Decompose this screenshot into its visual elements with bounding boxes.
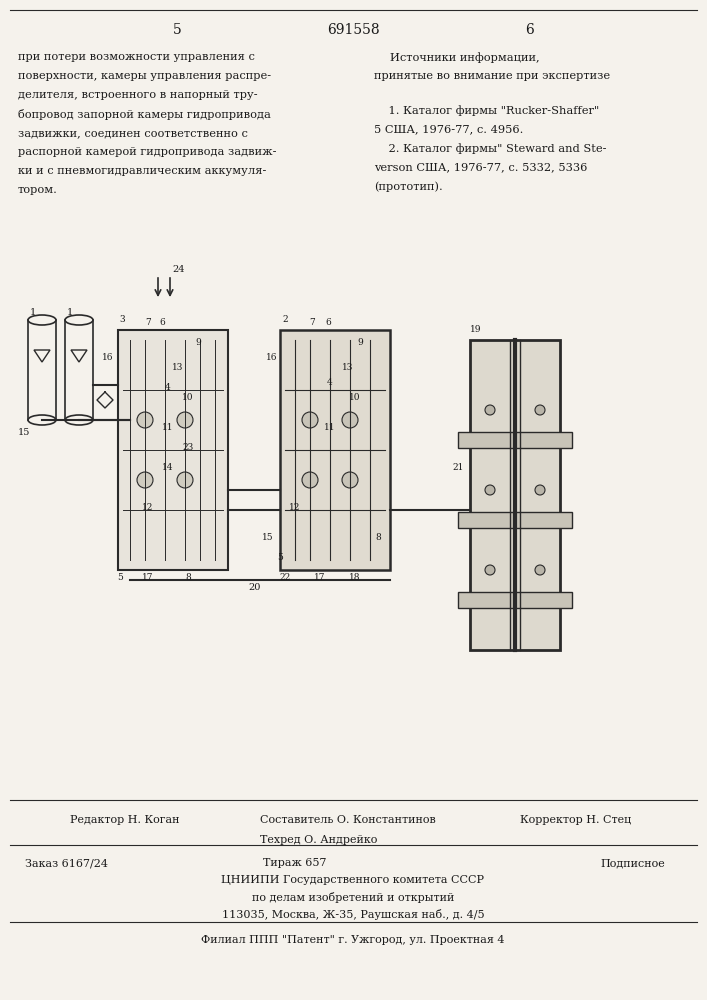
Text: 5: 5 (117, 573, 123, 582)
Text: 12: 12 (289, 503, 300, 512)
Text: поверхности, камеры управления распре-: поверхности, камеры управления распре- (18, 71, 271, 81)
Text: 1. Каталог фирмы "Rucker-Shaffer": 1. Каталог фирмы "Rucker-Shaffer" (374, 105, 600, 116)
Text: 9: 9 (357, 338, 363, 347)
Text: 4: 4 (327, 378, 333, 387)
Text: при потери возможности управления с: при потери возможности управления с (18, 52, 259, 62)
Circle shape (485, 485, 495, 495)
Text: 19: 19 (470, 325, 481, 334)
Text: 18: 18 (349, 573, 361, 582)
Text: 14: 14 (162, 463, 174, 472)
Bar (470, 340, 560, 650)
Text: Корректор Н. Стец: Корректор Н. Стец (520, 815, 631, 825)
Text: 15: 15 (262, 533, 274, 542)
Text: задвижки, соединен соответственно с: задвижки, соединен соответственно с (18, 128, 248, 138)
Text: 6: 6 (525, 23, 534, 37)
Text: Техред О. Андрейко: Техред О. Андрейко (260, 835, 378, 845)
Circle shape (535, 485, 545, 495)
Text: по делам изобретений и открытий: по делам изобретений и открытий (252, 892, 454, 903)
Text: 24: 24 (172, 265, 185, 274)
Text: ЦНИИПИ Государственного комитета СССР: ЦНИИПИ Государственного комитета СССР (221, 875, 484, 885)
Text: 10: 10 (349, 393, 361, 402)
Text: 16: 16 (103, 353, 114, 362)
Text: 22: 22 (279, 573, 291, 582)
Bar (280, 330, 390, 570)
Text: verson США, 1976-77, с. 5332, 5336: verson США, 1976-77, с. 5332, 5336 (374, 162, 588, 172)
Text: 13: 13 (173, 363, 184, 372)
Text: 8: 8 (375, 533, 381, 542)
Text: Заказ 6167/24: Заказ 6167/24 (25, 858, 108, 868)
Text: 12: 12 (142, 503, 153, 512)
Bar (458, 432, 572, 448)
Circle shape (485, 405, 495, 415)
Circle shape (302, 472, 318, 488)
Text: делителя, встроенного в напорный тру-: делителя, встроенного в напорный тру- (18, 90, 257, 100)
Text: 9: 9 (195, 338, 201, 347)
Circle shape (535, 405, 545, 415)
Circle shape (342, 412, 358, 428)
Text: 13: 13 (342, 363, 354, 372)
Text: 15: 15 (18, 428, 30, 437)
Text: (прототип).: (прототип). (374, 181, 443, 192)
Circle shape (302, 412, 318, 428)
Text: 11: 11 (162, 423, 174, 432)
Text: 16: 16 (267, 353, 278, 362)
Bar (118, 330, 228, 570)
Circle shape (342, 472, 358, 488)
Bar (458, 512, 572, 528)
Text: 691558: 691558 (327, 23, 380, 37)
Text: 2: 2 (282, 315, 288, 324)
Text: Источники информации,: Источники информации, (390, 52, 539, 63)
Text: 21: 21 (452, 463, 464, 472)
Circle shape (177, 412, 193, 428)
Text: 7: 7 (145, 318, 151, 327)
Text: 1: 1 (30, 308, 36, 317)
Text: 7: 7 (309, 318, 315, 327)
Text: распорной камерой гидропривода задвиж-: распорной камерой гидропривода задвиж- (18, 147, 276, 157)
Circle shape (177, 472, 193, 488)
Text: 5: 5 (173, 23, 182, 37)
Text: 6: 6 (325, 318, 331, 327)
Text: 1: 1 (67, 308, 74, 317)
Text: Тираж 657: Тираж 657 (263, 858, 327, 868)
Text: Редактор Н. Коган: Редактор Н. Коган (70, 815, 180, 825)
Bar (458, 592, 572, 608)
Circle shape (535, 565, 545, 575)
Text: 23: 23 (182, 443, 194, 452)
Text: бопровод запорной камеры гидропривода: бопровод запорной камеры гидропривода (18, 109, 271, 120)
Text: ки и с пневмогидравлическим аккумуля-: ки и с пневмогидравлическим аккумуля- (18, 166, 267, 176)
Text: Подписное: Подписное (600, 858, 665, 868)
Text: 17: 17 (142, 573, 153, 582)
Text: Составитель О. Константинов: Составитель О. Константинов (260, 815, 436, 825)
Text: 4: 4 (165, 383, 171, 392)
Circle shape (137, 412, 153, 428)
Text: 6: 6 (159, 318, 165, 327)
Circle shape (137, 472, 153, 488)
Text: принятые во внимание при экспертизе: принятые во внимание при экспертизе (374, 71, 610, 81)
Text: 113035, Москва, Ж-35, Раушская наб., д. 4/5: 113035, Москва, Ж-35, Раушская наб., д. … (222, 909, 484, 920)
Text: 3: 3 (119, 315, 125, 324)
Text: 17: 17 (314, 573, 326, 582)
Text: тором.: тором. (18, 185, 58, 195)
Text: 11: 11 (325, 423, 336, 432)
Text: 8: 8 (185, 573, 191, 582)
Text: 10: 10 (182, 393, 194, 402)
Text: Филиал ППП "Патент" г. Ужгород, ул. Проектная 4: Филиал ППП "Патент" г. Ужгород, ул. Прое… (201, 935, 505, 945)
Text: 5: 5 (277, 553, 283, 562)
Text: 2. Каталог фирмы" Steward and Ste-: 2. Каталог фирмы" Steward and Ste- (374, 143, 607, 154)
Text: 20: 20 (249, 583, 261, 592)
Circle shape (485, 565, 495, 575)
Text: 5 США, 1976-77, с. 4956.: 5 США, 1976-77, с. 4956. (374, 124, 523, 134)
